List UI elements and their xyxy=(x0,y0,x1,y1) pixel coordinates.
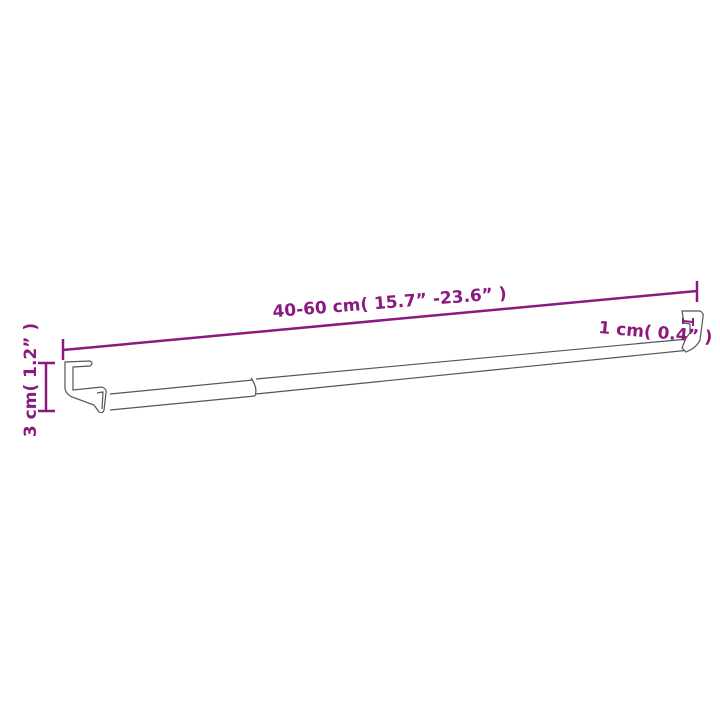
height-dimension xyxy=(38,361,55,413)
outer-tube xyxy=(109,379,256,411)
depth-dimension xyxy=(682,318,694,326)
length-dimension xyxy=(61,281,699,360)
left-bracket-inner xyxy=(96,391,104,410)
inner-tube xyxy=(255,338,691,395)
tube-joint xyxy=(250,377,257,397)
length-label: 40-60 cm( 15.7” -23.6” ) xyxy=(272,284,508,322)
left-bracket xyxy=(64,360,107,414)
height-label: 3 cm( 1.2” ) xyxy=(21,323,41,437)
